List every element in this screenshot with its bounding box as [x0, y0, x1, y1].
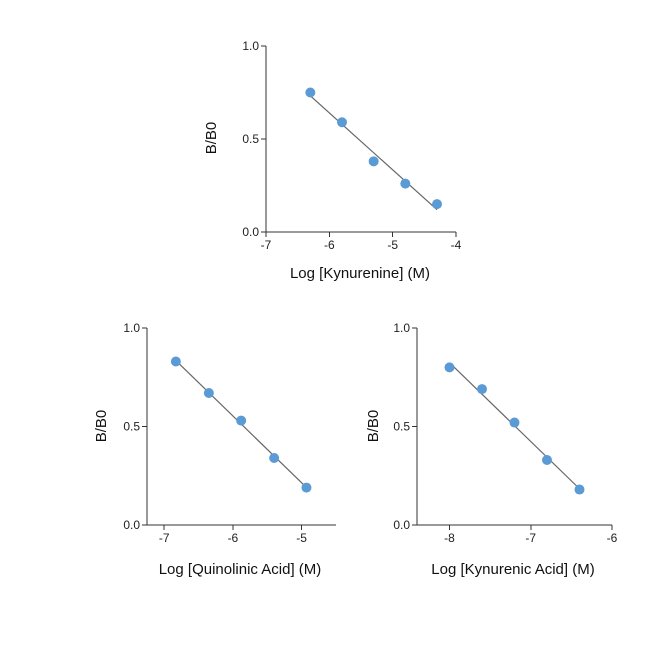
- y-tick-label: 0.0: [393, 518, 410, 532]
- x-tick-label: -5: [387, 238, 398, 252]
- y-tick-label: 0.0: [242, 225, 259, 239]
- data-point: [170, 356, 181, 367]
- y-axis-title: B/B0: [365, 410, 382, 443]
- y-tick-label: 1.0: [242, 39, 259, 53]
- data-point: [400, 178, 411, 189]
- x-tick-label: -8: [444, 531, 455, 545]
- data-point: [368, 156, 379, 167]
- x-tick-label: -7: [525, 531, 536, 545]
- chart-kynurenic-acid: 0.0 0.5 1.0 -8 -7 -6 Log [Kynurenic Acid] (M)…: [365, 321, 618, 578]
- data-point: [509, 417, 520, 428]
- data-point: [477, 384, 487, 395]
- data-point: [203, 388, 214, 399]
- chart-quinolinic-acid: 0.0 0.5 1.0 -7 -6 -5 Log [Quinolinic Acid] (M…: [93, 321, 336, 578]
- y-tick-label: 0.0: [123, 518, 140, 532]
- data-point: [542, 454, 552, 465]
- data-point: [337, 117, 347, 128]
- x-tick-label: -6: [324, 238, 335, 252]
- x-axis-title: Log [Kynurenine] (M): [290, 265, 430, 282]
- chart-kynurenine: 0.0 0.5 1.0 -7 -6 -5 -4 Log [Kynurenine] (M) B…: [203, 39, 462, 282]
- x-tick-label: -6: [228, 531, 239, 545]
- fit-line: [309, 95, 438, 211]
- x-axis-title: Log [Kynurenic Acid] (M): [431, 561, 594, 578]
- y-tick-label: 1.0: [393, 321, 410, 335]
- data-point: [432, 199, 442, 210]
- x-tick-label: -7: [261, 238, 272, 252]
- data-point: [269, 453, 280, 464]
- x-tick-label: -5: [296, 531, 307, 545]
- y-tick-label: 0.5: [242, 132, 259, 146]
- data-point: [301, 482, 312, 493]
- y-tick-label: 0.5: [393, 420, 410, 434]
- data-point: [574, 484, 585, 495]
- data-point: [305, 87, 316, 98]
- data-point: [236, 415, 247, 426]
- y-axis-title: B/B0: [203, 122, 220, 155]
- y-axis-title: B/B0: [93, 410, 110, 443]
- y-tick-label: 1.0: [123, 321, 140, 335]
- x-tick-label: -4: [451, 238, 462, 252]
- x-tick-label: -7: [159, 531, 170, 545]
- y-tick-label: 0.5: [123, 420, 140, 434]
- x-axis-title: Log [Quinolinic Acid] (M): [159, 561, 322, 578]
- data-point: [444, 362, 455, 373]
- x-tick-label: -6: [607, 531, 618, 545]
